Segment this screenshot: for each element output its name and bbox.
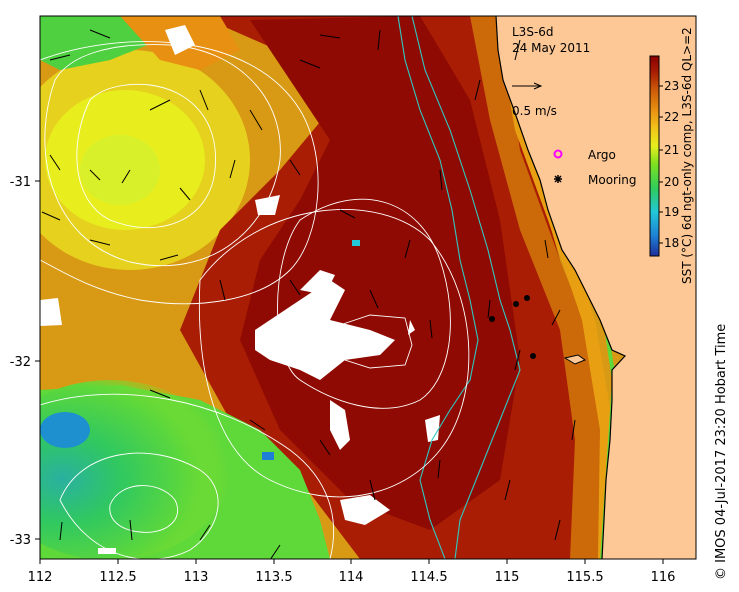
plot-frame	[39, 15, 697, 560]
cbar-tick-20: 20	[664, 175, 679, 189]
ring-dot-icon	[553, 149, 563, 159]
cbar-tick-21: 21	[664, 143, 679, 157]
map-date: 24 May 2011	[512, 41, 590, 55]
cbar-tick-22: 22	[664, 110, 679, 124]
cbar-tick-18: 18	[664, 236, 679, 250]
axis-ticks	[35, 180, 664, 564]
y-tick-minus33: -33	[10, 533, 31, 548]
x-tick-113: 113	[184, 570, 209, 585]
mooring-markers	[489, 295, 536, 359]
legend-argo-label: Argo	[588, 148, 616, 162]
colorbar-title: SST (°C) 6d ngt-only comp, L3S-6d QL>=2	[680, 27, 694, 284]
marker-legend: Argo Mooring	[553, 148, 637, 187]
star-dot-icon	[554, 175, 562, 183]
credit-text: © IMOS 04-Jul-2017 23:20 Hobart Time	[714, 323, 729, 580]
x-tick-115.5: 115.5	[566, 570, 603, 585]
plot-area	[40, 16, 696, 559]
cbar-tick-23: 23	[664, 79, 679, 93]
map-title: L3S-6d	[512, 25, 554, 39]
x-tick-116: 116	[651, 570, 676, 585]
vector-scale: 0.5 m/s	[512, 82, 557, 118]
x-tick-114: 114	[339, 570, 364, 585]
x-tick-112.5: 112.5	[99, 570, 136, 585]
colorbar: 23 22 21 20 19 18	[649, 55, 679, 257]
current-vectors	[41, 29, 576, 559]
x-tick-115: 115	[495, 570, 520, 585]
legend-mooring-label: Mooring	[588, 173, 637, 187]
y-tick-minus31: -31	[10, 175, 31, 190]
x-tick-113.5: 113.5	[255, 570, 292, 585]
vector-scale-label: 0.5 m/s	[512, 104, 557, 118]
x-tick-114.5: 114.5	[410, 570, 447, 585]
cbar-tick-19: 19	[664, 205, 679, 219]
y-tick-minus32: -32	[10, 355, 31, 370]
x-tick-112: 112	[28, 570, 53, 585]
